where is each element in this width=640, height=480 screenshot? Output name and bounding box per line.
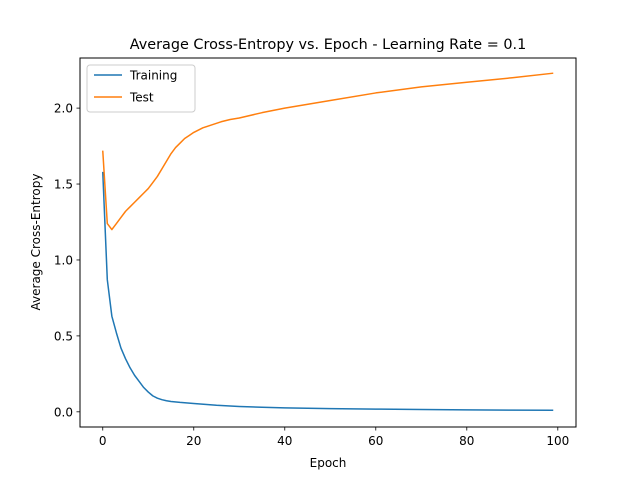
legend: Training Test [86, 64, 196, 113]
y-tick-label: 0.5 [54, 329, 73, 343]
series-line-test [102, 72, 554, 231]
series-layer [102, 72, 554, 412]
x-tick-label: 0 [99, 434, 107, 448]
y-tick-label: 1.5 [54, 178, 73, 192]
y-tick-label: 0.0 [54, 405, 73, 419]
legend-box [86, 64, 196, 113]
legend-label-test: Test [129, 91, 154, 105]
x-tick-label: 60 [368, 434, 383, 448]
chart-title: Average Cross-Entropy vs. Epoch - Learni… [130, 37, 527, 53]
y-tick-label: 2.0 [54, 102, 73, 116]
legend-label-training: Training [129, 69, 177, 83]
series-line-training [102, 171, 554, 412]
x-axis-title: Epoch [310, 456, 347, 470]
plot-frame [79, 57, 577, 428]
x-tick-label: 100 [546, 434, 569, 448]
x-tick-label: 20 [186, 434, 201, 448]
x-tick-label: 40 [277, 434, 292, 448]
y-tick-label: 1.0 [54, 253, 73, 267]
x-tick-label: 80 [459, 434, 474, 448]
y-axis-title: Average Cross-Entropy [29, 174, 43, 311]
tick-layer: 0 20 40 60 80 100 0.0 0.5 1.0 1.5 2.0 [54, 102, 569, 448]
